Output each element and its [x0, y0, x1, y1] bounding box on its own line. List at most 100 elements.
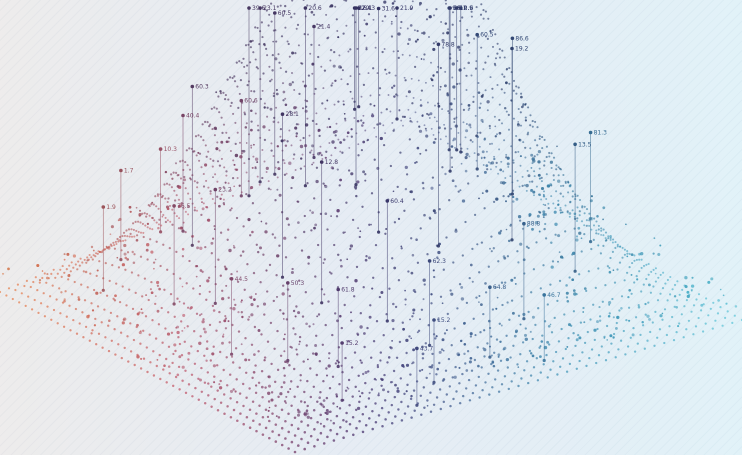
scatter-dot	[222, 333, 225, 336]
scatter-dot	[107, 246, 111, 250]
grid-dot	[299, 167, 303, 170]
grid-dot	[540, 180, 543, 183]
scatter-dot	[221, 341, 224, 345]
grid-dot	[461, 254, 464, 257]
grid-dot	[306, 424, 310, 427]
grid-dot	[554, 233, 557, 236]
grid-dot	[7, 287, 11, 290]
grid-dot	[286, 140, 289, 143]
grid-dot	[415, 55, 418, 58]
scatter-dot	[464, 156, 468, 160]
grid-dot	[562, 173, 565, 177]
grid-dot	[351, 416, 355, 419]
grid-dot	[652, 268, 655, 271]
grid-dot	[538, 346, 541, 349]
grid-dot	[590, 348, 594, 351]
scatter-dot	[636, 278, 639, 281]
scatter-dot	[189, 177, 192, 180]
grid-dot	[536, 153, 539, 156]
grid-dot	[45, 281, 48, 284]
grid-dot	[321, 158, 324, 160]
scatter-dot	[356, 332, 359, 336]
grid-dot	[521, 175, 524, 178]
grid-dot	[306, 33, 310, 36]
scatter-dot	[303, 230, 306, 234]
grid-dot	[482, 68, 485, 71]
grid-dot	[592, 224, 596, 227]
grid-dot	[214, 173, 217, 176]
grid-dot	[128, 288, 131, 291]
scatter-dot	[2, 272, 4, 275]
scatter-dot	[467, 61, 470, 65]
grid-dot	[192, 287, 195, 290]
stem-base-dot	[280, 275, 285, 279]
grid-dot	[585, 224, 588, 227]
grid-dot	[612, 238, 615, 241]
scatter-dot	[288, 161, 292, 165]
grid-dot	[219, 379, 222, 383]
grid-dot	[274, 440, 278, 443]
grid-dot	[357, 143, 360, 146]
grid-dot	[246, 83, 249, 87]
grid-dot	[453, 117, 456, 120]
grid-dot	[242, 404, 245, 408]
scatter-dot	[296, 413, 301, 417]
grid-dot	[210, 107, 213, 110]
grid-dot	[254, 391, 258, 395]
grid-dot	[578, 198, 582, 202]
scatter-dot	[371, 114, 375, 118]
grid-dot	[239, 412, 242, 415]
stem-base-dot	[239, 194, 243, 198]
grid-dot	[535, 241, 538, 244]
grid-dot	[478, 145, 481, 148]
grid-dot	[379, 351, 382, 354]
grid-dot	[350, 319, 353, 322]
grid-dot	[297, 44, 300, 47]
grid-dot	[295, 123, 299, 126]
scatter-dot	[392, 302, 395, 306]
grid-dot	[185, 282, 188, 285]
scatter-dot	[550, 265, 554, 269]
grid-dot	[465, 74, 468, 77]
grid-dot	[493, 115, 496, 118]
grid-dot	[564, 180, 567, 183]
scatter-dot	[571, 278, 575, 282]
scatter-dot	[542, 210, 546, 214]
grid-dot	[529, 374, 533, 377]
grid-dot	[344, 389, 348, 392]
grid-dot	[37, 311, 40, 315]
scatter-dot	[227, 320, 230, 323]
grid-dot	[583, 341, 587, 345]
grid-dot	[439, 88, 442, 91]
grid-dot	[165, 357, 168, 361]
grid-dot	[313, 428, 316, 431]
scatter-dot	[436, 367, 440, 371]
grid-dot	[574, 344, 577, 348]
grid-dot	[18, 301, 21, 304]
scatter-dot	[339, 141, 342, 144]
scatter-dot	[439, 85, 442, 88]
scatter-dot	[353, 185, 358, 189]
grid-dot	[488, 393, 491, 396]
grid-dot	[88, 339, 91, 342]
scatter-dot	[190, 306, 193, 309]
scatter-dot	[284, 144, 288, 147]
grid-dot	[412, 389, 416, 392]
grid-dot	[592, 238, 595, 241]
grid-dot	[669, 275, 672, 279]
grid-dot	[433, 14, 435, 17]
grid-dot	[222, 123, 226, 126]
grid-dot	[299, 400, 303, 403]
grid-dot	[319, 145, 322, 148]
grid-dot	[345, 201, 348, 204]
scatter-dot	[254, 384, 258, 387]
scatter-dot	[590, 195, 593, 198]
scatter-dot	[483, 156, 486, 159]
grid-dot	[604, 359, 608, 362]
scatter-dot	[644, 302, 647, 306]
grid-dot	[571, 190, 574, 193]
scatter-dot	[77, 298, 81, 301]
scatter-dot	[514, 329, 519, 333]
scatter-dot	[429, 372, 431, 375]
